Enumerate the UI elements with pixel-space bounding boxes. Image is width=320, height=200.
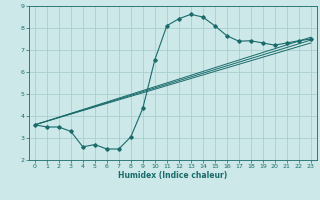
- X-axis label: Humidex (Indice chaleur): Humidex (Indice chaleur): [118, 171, 228, 180]
